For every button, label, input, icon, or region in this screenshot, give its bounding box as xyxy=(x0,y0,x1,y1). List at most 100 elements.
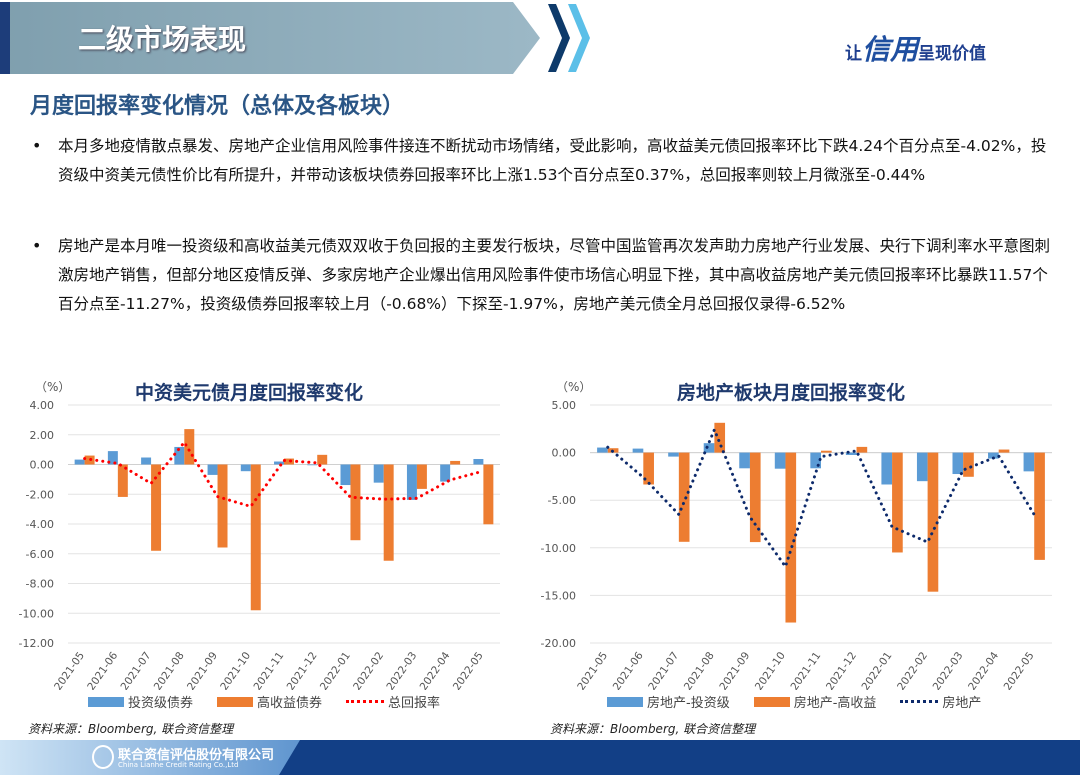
bar-2021-07 xyxy=(141,457,152,465)
x-tick-label: 2022-03 xyxy=(931,650,966,690)
legend-item: 总回报率 xyxy=(346,692,440,711)
chevron-icon xyxy=(568,4,590,72)
x-tick-label: 2022-04 xyxy=(966,650,1001,690)
bar-2021-11 xyxy=(274,461,284,465)
source-note: 资料来源：Bloomberg, 联合资信整理 xyxy=(28,722,234,736)
y-tick-label: -15.00 xyxy=(541,589,576,602)
total-return-line xyxy=(83,439,485,509)
x-tick-label: 2022-05 xyxy=(451,650,486,690)
bar-2021-07 xyxy=(678,452,690,542)
bullet-icon: • xyxy=(32,236,42,255)
x-tick-label: 2022-01 xyxy=(860,650,895,690)
y-tick-label: -2.00 xyxy=(26,488,54,501)
bar-2021-08 xyxy=(703,443,715,453)
x-tick-label: 2021-11 xyxy=(788,650,823,690)
x-tick-label: 2022-04 xyxy=(418,650,453,690)
bar-2022-05 xyxy=(483,464,494,525)
x-tick-label: 2021-08 xyxy=(152,650,187,690)
bar-2021-07 xyxy=(668,452,679,457)
x-tick-label: 2021-12 xyxy=(285,650,320,690)
y-tick-label: -12.00 xyxy=(19,637,54,650)
bar-2021-10 xyxy=(240,464,251,472)
x-tick-label: 2021-07 xyxy=(646,650,681,690)
x-tick-label: 2021-06 xyxy=(611,650,646,690)
x-tick-label: 2022-02 xyxy=(895,650,930,690)
section-title: 月度回报率变化情况（总体及各板块） xyxy=(30,94,405,119)
x-tick-label: 2021-05 xyxy=(52,650,87,690)
x-tick-label: 2022-02 xyxy=(351,650,386,690)
page-title: 二级市场表现 xyxy=(78,23,247,56)
bar-2021-08 xyxy=(174,446,185,465)
y-tick-label: 0.00 xyxy=(552,447,577,460)
legend-item: 房地产-投资级 xyxy=(607,692,730,711)
bar-2021-10 xyxy=(785,452,797,623)
x-tick-label: 2022-05 xyxy=(1002,650,1037,690)
bar-2022-01 xyxy=(340,464,351,486)
bar-2022-05 xyxy=(473,458,484,465)
bar-2022-03 xyxy=(406,464,417,500)
bar-2022-02 xyxy=(373,464,384,483)
bar-2022-03 xyxy=(416,464,427,489)
x-tick-label: 2021-07 xyxy=(119,650,154,690)
bar-2021-09 xyxy=(739,452,750,469)
bar-2022-04 xyxy=(988,452,999,459)
bar-2021-06 xyxy=(632,448,644,453)
legend-swatch xyxy=(88,696,124,707)
chevron-icon xyxy=(548,4,570,72)
x-tick-label: 2021-06 xyxy=(85,650,120,690)
bar-2021-05 xyxy=(74,459,85,465)
paragraph-real-estate: 房地产是本月唯一投资级和高收益美元债双双收于负回报的主要发行板块，尽管中国监管再… xyxy=(58,237,1051,313)
bar-2022-04 xyxy=(440,464,451,482)
bar-2021-10 xyxy=(250,464,261,611)
legend-swatch xyxy=(607,696,643,707)
y-tick-label: -10.00 xyxy=(19,607,54,620)
legend-item: 房地产 xyxy=(900,692,981,711)
chart1-legend: 投资级债券 高收益债券 总回报率 xyxy=(88,692,440,711)
footer-company-en: China Lianhe Credit Rating Co.,Ltd xyxy=(118,761,239,769)
y-tick-label: 4.00 xyxy=(30,399,55,412)
bar-2022-01 xyxy=(350,464,361,541)
bar-2021-08 xyxy=(184,429,195,465)
bar-2022-01 xyxy=(892,452,903,553)
y-tick-label: -4.00 xyxy=(26,518,54,531)
x-tick-label: 2021-10 xyxy=(753,650,788,690)
x-tick-label: 2022-01 xyxy=(318,650,353,690)
chart2-unit: （%） xyxy=(556,380,592,394)
bar-2021-12 xyxy=(307,464,318,466)
bar-2021-05 xyxy=(597,447,608,453)
x-tick-label: 2021-09 xyxy=(185,650,220,690)
chart1-svg: 4.00 2.00 0.00 -2.00 -4.00 -6.00 -8.00 -10.00 -1… xyxy=(19,399,500,690)
y-tick-label: 5.00 xyxy=(552,399,577,412)
bar-2022-05 xyxy=(1023,452,1035,472)
bar-2021-06 xyxy=(107,451,118,465)
bar-2021-10 xyxy=(774,452,786,469)
x-tick-label: 2021-12 xyxy=(824,650,859,690)
y-tick-label: -5.00 xyxy=(548,494,576,507)
bar-2021-09 xyxy=(207,464,218,475)
legend-item: 房地产-高收益 xyxy=(753,692,876,711)
bar-2021-07 xyxy=(151,464,162,551)
legend-swatch xyxy=(900,700,939,703)
bar-2022-04 xyxy=(450,460,461,465)
bar-2022-02 xyxy=(927,452,939,592)
chart2-title: 房地产板块月度回报率变化 xyxy=(677,382,906,404)
y-tick-label: 0.00 xyxy=(30,459,55,472)
y-tick-label: -10.00 xyxy=(541,542,576,555)
bar-2022-05 xyxy=(1034,452,1045,560)
bar-2022-03 xyxy=(952,452,964,475)
chart1-unit: （%） xyxy=(35,380,71,394)
bar-2021-11 xyxy=(284,458,294,465)
bar-2021-12 xyxy=(845,452,857,455)
bar-2021-11 xyxy=(810,452,821,469)
x-tick-label: 2021-08 xyxy=(682,650,717,690)
legend-swatch xyxy=(346,700,385,703)
bar-2021-06 xyxy=(117,464,128,497)
slogan: 让信用呈现价值 xyxy=(845,33,987,66)
y-tick-label: -6.00 xyxy=(26,548,54,561)
y-tick-label: -20.00 xyxy=(541,637,576,650)
bar-2021-06 xyxy=(643,452,654,485)
y-tick-label: 2.00 xyxy=(30,429,55,442)
bar-2022-02 xyxy=(916,452,928,482)
bar-2021-12 xyxy=(317,454,328,465)
